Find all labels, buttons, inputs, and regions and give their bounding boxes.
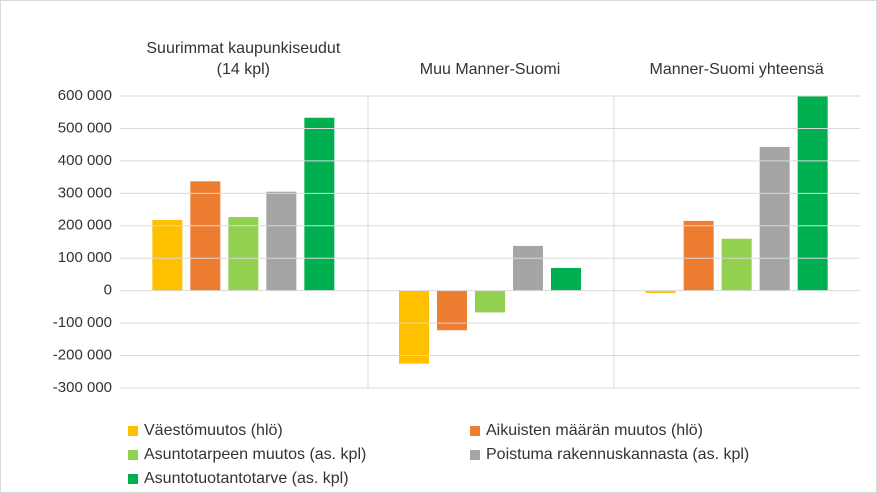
bar — [399, 290, 429, 364]
y-tick-label: 600 000 — [58, 87, 112, 104]
legend-label: Poistuma rakennuskannasta (as. kpl) — [486, 446, 749, 463]
legend-label: Asuntotuotantotarve (as. kpl) — [144, 470, 349, 487]
bar — [721, 238, 752, 291]
bar — [759, 146, 790, 291]
legend-swatch — [128, 450, 138, 460]
bar — [513, 245, 543, 291]
legend-swatch — [128, 474, 138, 484]
bar — [683, 220, 714, 291]
legend-label: Aikuisten määrän muutos (hlö) — [486, 422, 703, 439]
bar — [551, 267, 581, 291]
legend-label: Asuntotarpeen muutos (as. kpl) — [144, 446, 366, 463]
bar — [304, 117, 335, 291]
bar — [190, 181, 221, 291]
category-label: Manner-Suomi yhteensä — [649, 61, 824, 78]
y-tick-label: 200 000 — [58, 217, 112, 234]
category-label: Muu Manner-Suomi — [419, 61, 561, 78]
y-tick-label: 500 000 — [58, 119, 112, 136]
y-tick-label: 100 000 — [58, 249, 112, 266]
bar — [152, 219, 183, 291]
y-tick-label: -100 000 — [53, 314, 112, 331]
legend-swatch — [128, 426, 138, 436]
y-tick-label: -300 000 — [53, 379, 112, 396]
legend-label: Väestömuutos (hlö) — [144, 422, 283, 439]
y-tick-label: 400 000 — [58, 152, 112, 169]
bar — [437, 290, 467, 331]
legend-swatch — [470, 450, 480, 460]
category-label: Suurimmat kaupunkiseudut (14 kpl) — [146, 40, 341, 78]
y-tick-label: -200 000 — [53, 347, 112, 364]
bar — [228, 217, 259, 291]
y-tick-label: 300 000 — [58, 184, 112, 201]
y-tick-label: 0 — [104, 282, 112, 299]
bar — [266, 191, 297, 291]
legend-swatch — [470, 426, 480, 436]
bar — [645, 290, 676, 293]
bar — [475, 290, 505, 313]
